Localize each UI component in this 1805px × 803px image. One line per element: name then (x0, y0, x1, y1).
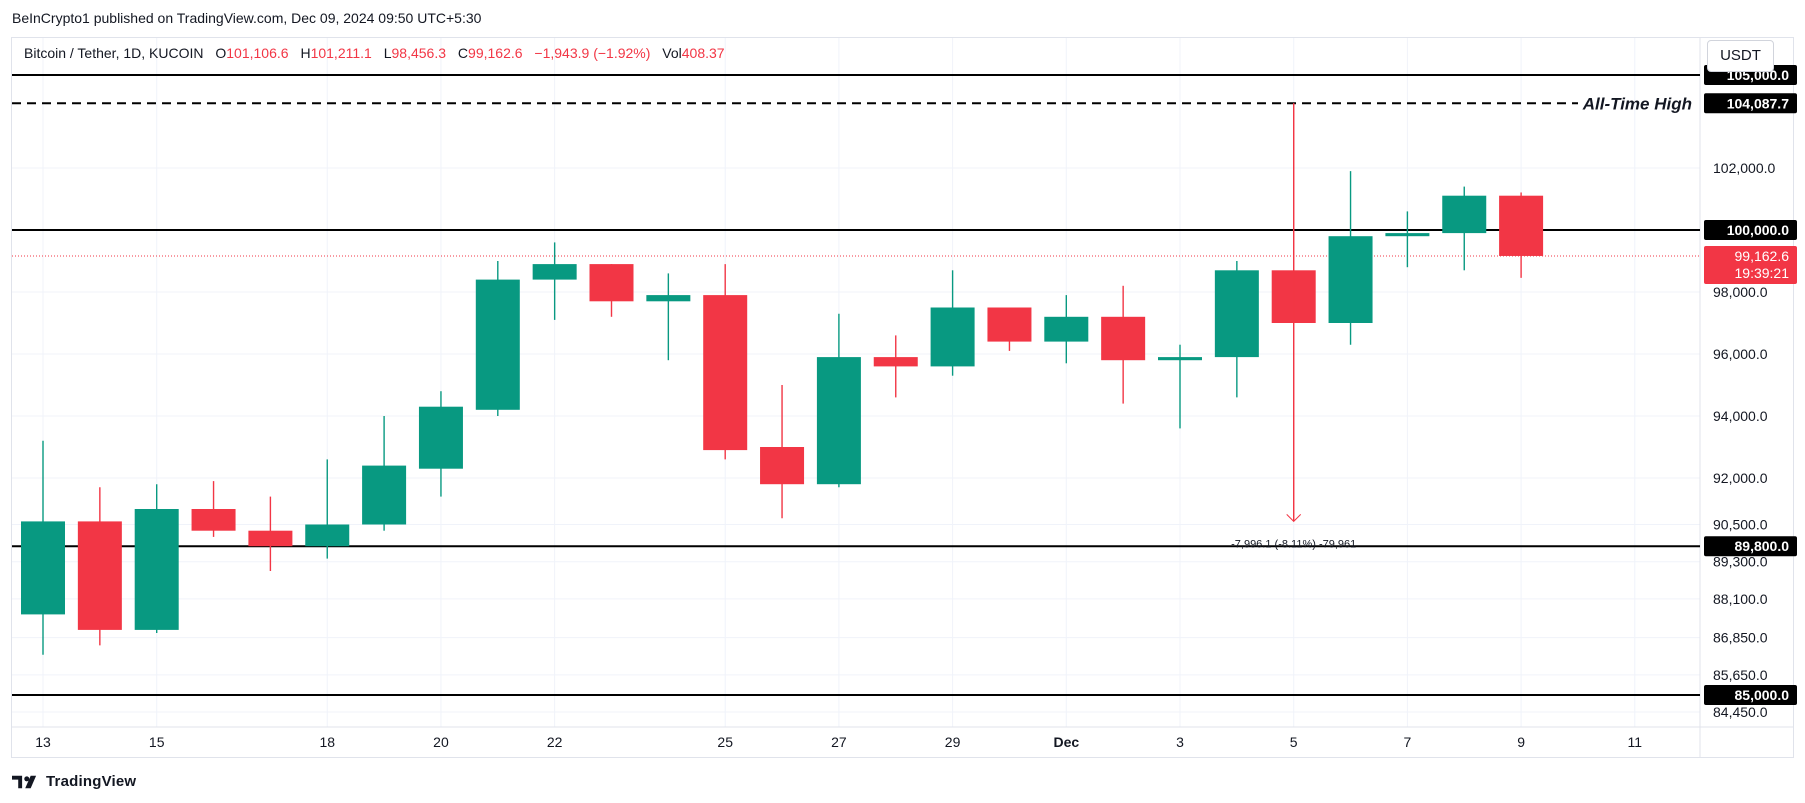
level-price-label: 104,087.7 (1727, 95, 1789, 111)
y-tick-label: 88,100.0 (1713, 591, 1768, 607)
low-label: L (384, 45, 392, 61)
x-tick-label: 18 (319, 734, 335, 750)
candle-body (135, 509, 179, 630)
x-tick-label: 11 (1628, 734, 1643, 750)
x-tick-label: 3 (1176, 734, 1184, 750)
candle-body (305, 525, 349, 547)
countdown-label: 19:39:21 (1735, 265, 1790, 281)
y-tick-label: 94,000.0 (1713, 408, 1768, 424)
ohlc-legend: Bitcoin / Tether, 1D, KUCOIN O101,106.6 … (24, 45, 725, 61)
x-tick-label: 25 (717, 734, 733, 750)
level-annotation: All-Time High (1582, 94, 1692, 113)
candle-body (646, 295, 690, 301)
x-tick-label: 7 (1404, 734, 1412, 750)
candle-body (703, 295, 747, 450)
x-tick-label: 20 (433, 734, 449, 750)
candle-body (419, 407, 463, 469)
candle-body (1044, 317, 1088, 342)
candle-body (817, 357, 861, 484)
candle-body (78, 521, 122, 630)
candle-body (1499, 196, 1543, 256)
candle-body (760, 447, 804, 484)
low-value: 98,456.3 (392, 45, 447, 61)
x-tick-label: 22 (547, 734, 563, 750)
x-tick-label: 15 (149, 734, 165, 750)
volume-value: 408.37 (682, 45, 725, 61)
candle-body (1101, 317, 1145, 360)
measure-label: -7,996.1 (-8.11%) -79,961 (1231, 538, 1356, 550)
x-tick-label: 5 (1290, 734, 1298, 750)
y-tick-label: 85,650.0 (1713, 667, 1768, 683)
open-label: O (215, 45, 226, 61)
candle-body (590, 264, 634, 301)
footer-brand[interactable]: TradingView (12, 773, 136, 790)
candle-body (1385, 233, 1429, 236)
y-tick-label: 84,450.0 (1713, 704, 1768, 720)
y-tick-label: 102,000.0 (1713, 160, 1775, 176)
high-value: 101,211.1 (311, 45, 372, 61)
level-price-label: 89,800.0 (1735, 538, 1790, 554)
candle-body (476, 280, 520, 410)
tradingview-logo-icon (12, 774, 40, 790)
close-label: C (458, 45, 468, 61)
high-label: H (300, 45, 310, 61)
y-tick-label: 92,000.0 (1713, 470, 1768, 486)
candle-body (874, 357, 918, 366)
x-tick-label: 9 (1517, 734, 1525, 750)
x-tick-label: 27 (831, 734, 847, 750)
symbol-label: Bitcoin / Tether, 1D, KUCOIN (24, 45, 203, 61)
y-tick-label: 98,000.0 (1713, 284, 1768, 300)
candle-body (192, 509, 236, 531)
last-price-label: 99,162.6 (1735, 248, 1790, 264)
x-tick-label: 13 (35, 734, 51, 750)
y-tick-label: 86,850.0 (1713, 630, 1768, 646)
currency-button[interactable]: USDT (1707, 40, 1774, 72)
candle-body (1158, 357, 1202, 360)
level-price-label: 85,000.0 (1735, 687, 1790, 703)
candle-body (931, 308, 975, 367)
candle-body (21, 521, 65, 614)
candle-body (248, 531, 292, 547)
y-tick-label: 90,500.0 (1713, 517, 1768, 533)
volume-label: Vol (662, 45, 681, 61)
close-value: 99,162.6 (468, 45, 523, 61)
candle-body (1329, 236, 1373, 323)
candle-body (362, 466, 406, 525)
x-tick-label: 29 (945, 734, 961, 750)
candle-body (533, 264, 577, 280)
level-price-label: 100,000.0 (1727, 222, 1789, 238)
x-tick-label: Dec (1053, 734, 1079, 750)
candle-body (987, 308, 1031, 342)
change-value: −1,943.9 (−1.92%) (534, 45, 650, 61)
open-value: 101,106.6 (226, 45, 288, 61)
candle-body (1215, 270, 1259, 357)
y-tick-label: 96,000.0 (1713, 346, 1768, 362)
footer-brand-text: TradingView (46, 773, 136, 790)
candle-body (1442, 196, 1486, 233)
